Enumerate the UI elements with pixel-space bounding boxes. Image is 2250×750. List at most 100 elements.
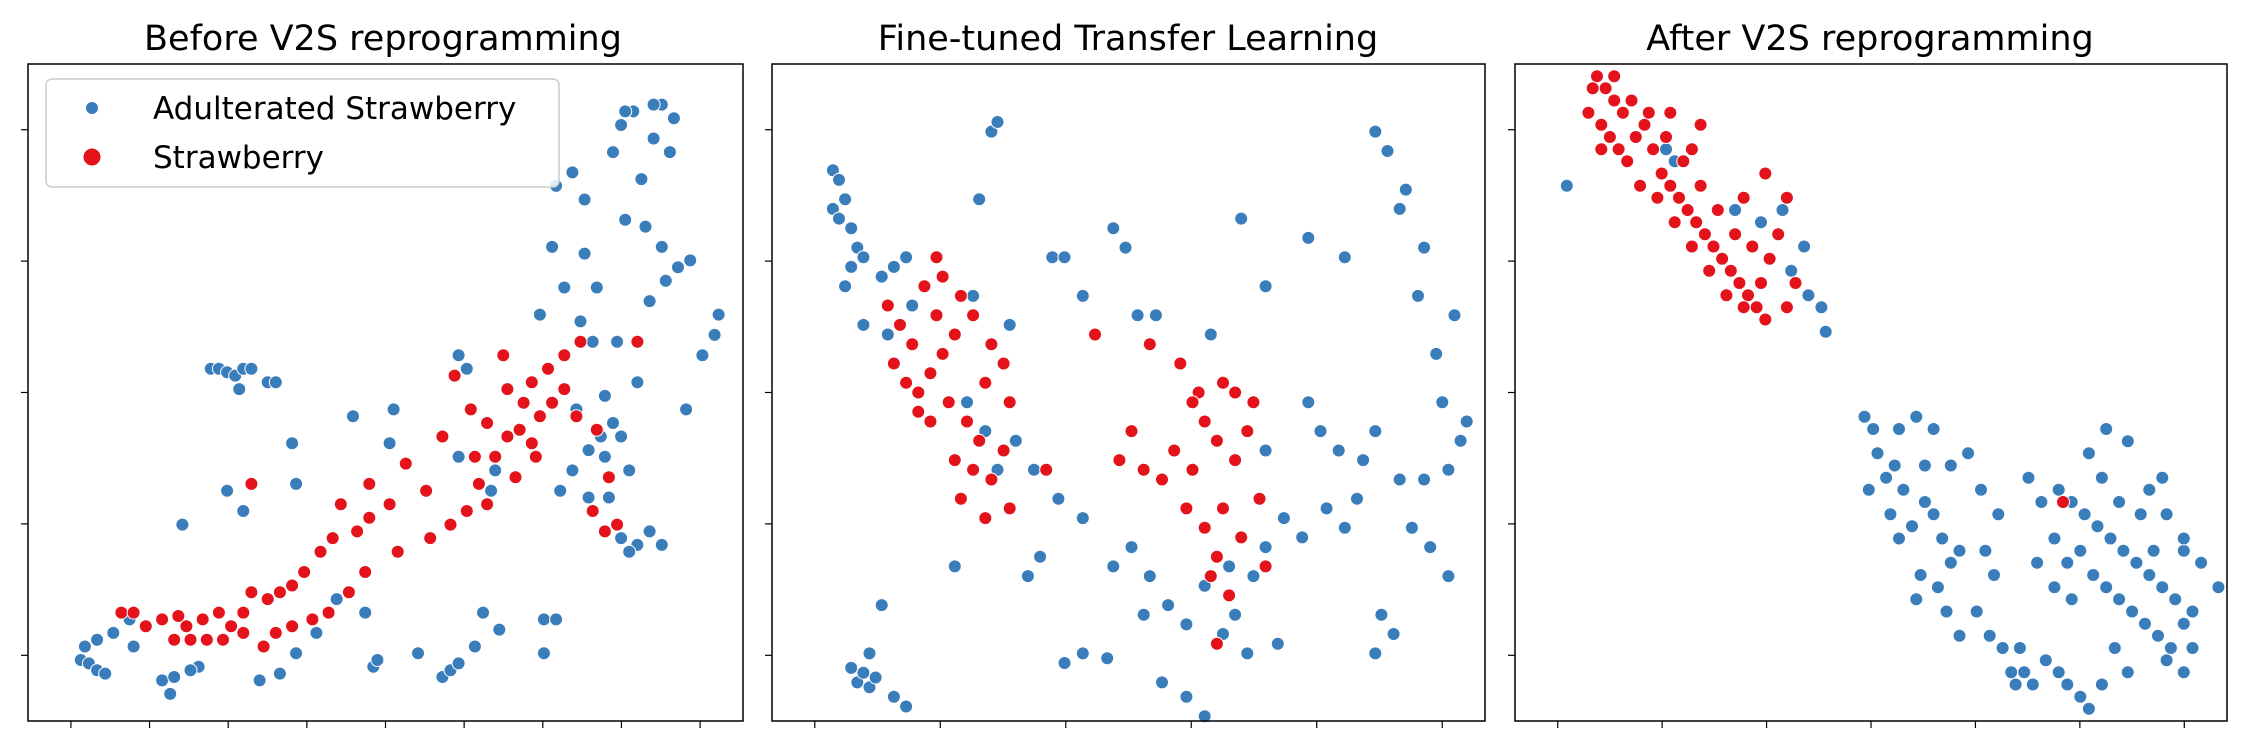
point-strawberry-21 (236, 625, 251, 640)
point-adulterated-strawberry-67 (960, 395, 974, 410)
point-adulterated-strawberry-23 (1118, 240, 1133, 255)
point-adulterated-strawberry-90 (601, 490, 616, 505)
point-strawberry-60 (557, 382, 572, 397)
point-adulterated-strawberry-42 (232, 382, 247, 397)
point-adulterated-strawberry-99 (2094, 470, 2109, 485)
point-adulterated-strawberry-82 (1100, 651, 1115, 666)
point-adulterated-strawberry-4 (1801, 288, 1816, 303)
point-adulterated-strawberry-54 (1246, 569, 1261, 584)
point-strawberry-50 (1203, 569, 1218, 584)
point-adulterated-strawberry-42 (1417, 472, 1432, 487)
point-strawberry-31 (1112, 453, 1127, 468)
point-strawberry-20 (996, 443, 1011, 458)
point-adulterated-strawberry-80 (1057, 656, 1072, 670)
point-strawberry-58 (1228, 385, 1243, 400)
point-strawberry-49 (1258, 559, 1273, 574)
point-adulterated-strawberry-67 (638, 219, 653, 234)
point-strawberry-43 (1216, 501, 1230, 516)
point-strawberry-27 (341, 585, 356, 600)
point-strawberry-31 (167, 632, 182, 647)
point-strawberry-24 (996, 356, 1011, 371)
point-strawberry-14 (297, 565, 312, 579)
point-strawberry-17 (1706, 239, 1721, 254)
point-adulterated-strawberry-96 (2146, 543, 2161, 558)
point-strawberry-10 (917, 279, 932, 294)
point-adulterated-strawberry-45 (285, 436, 300, 451)
point-adulterated-strawberry-57 (565, 165, 580, 180)
point-strawberry-42 (1197, 520, 1212, 535)
point-adulterated-strawberry-97 (1228, 607, 1243, 622)
point-strawberry-52 (1222, 588, 1237, 603)
point-adulterated-strawberry-81 (1961, 446, 1976, 461)
point-adulterated-strawberry-14 (1879, 470, 1894, 485)
point-strawberry-48 (1736, 190, 1751, 205)
point-adulterated-strawberry-33 (1995, 641, 2010, 655)
point-adulterated-strawberry-55 (1222, 559, 1237, 574)
point-adulterated-strawberry-69 (2120, 434, 2135, 449)
point-adulterated-strawberry-78 (610, 334, 625, 349)
point-adulterated-strawberry-18 (972, 192, 987, 207)
point-strawberry-30 (1641, 105, 1656, 120)
point-adulterated-strawberry-90 (2064, 592, 2079, 607)
point-adulterated-strawberry-61 (2116, 543, 2131, 558)
point-adulterated-strawberry-21 (1075, 288, 1090, 303)
point-adulterated-strawberry-29 (1337, 250, 1352, 265)
panel-3: After V2S reprogramming (1508, 19, 2228, 728)
point-strawberry-1 (1598, 81, 1613, 96)
point-adulterated-strawberry-24 (1130, 308, 1145, 323)
point-adulterated-strawberry-68 (654, 239, 669, 254)
point-strawberry-39 (488, 449, 503, 464)
point-strawberry-38 (467, 449, 482, 464)
point-adulterated-strawberry-37 (2025, 677, 2040, 692)
point-strawberry-54 (447, 368, 462, 383)
point-strawberry-3 (1615, 105, 1630, 120)
panel-title-1: Before V2S reprogramming (144, 19, 622, 59)
point-strawberry-53 (463, 402, 478, 417)
point-adulterated-strawberry-53 (1258, 540, 1273, 555)
point-strawberry-22 (1749, 300, 1764, 315)
point-strawberry-41 (512, 422, 527, 437)
panel-2-marks (825, 115, 1474, 724)
point-adulterated-strawberry-88 (1270, 636, 1285, 651)
point-adulterated-strawberry-68 (1033, 549, 1048, 564)
point-adulterated-strawberry-54 (532, 307, 547, 322)
point-adulterated-strawberry-34 (1417, 240, 1432, 255)
point-strawberry-13 (966, 308, 981, 323)
point-adulterated-strawberry-93 (642, 524, 657, 539)
point-strawberry-9 (236, 605, 251, 620)
point-adulterated-strawberry-35 (289, 476, 304, 491)
point-adulterated-strawberry-50 (459, 361, 474, 376)
point-strawberry-1 (893, 317, 907, 332)
point-adulterated-strawberry-52 (488, 463, 503, 478)
point-adulterated-strawberry-30 (1952, 628, 1967, 643)
point-adulterated-strawberry-20 (1905, 519, 1919, 534)
point-strawberry-33 (1136, 462, 1151, 477)
point-adulterated-strawberry-92 (1404, 520, 1419, 535)
point-strawberry-26 (1710, 203, 1725, 217)
point-strawberry-70 (362, 476, 377, 491)
point-strawberry-33 (423, 531, 438, 546)
point-strawberry-69 (244, 476, 259, 491)
point-strawberry-38 (1209, 433, 1224, 448)
point-adulterated-strawberry-72 (658, 273, 673, 288)
point-adulterated-strawberry-101 (618, 104, 633, 119)
point-adulterated-strawberry-85 (1892, 422, 1906, 436)
point-adulterated-strawberry-14 (899, 250, 914, 265)
point-strawberry-40 (1702, 263, 1717, 278)
point-strawberry-46 (1216, 375, 1230, 390)
point-adulterated-strawberry-17 (1896, 482, 1911, 497)
point-adulterated-strawberry-59 (606, 145, 620, 160)
point-adulterated-strawberry-15 (272, 666, 287, 681)
point-strawberry-26 (321, 605, 336, 620)
point-strawberry-13 (285, 578, 300, 593)
point-adulterated-strawberry-6 (1818, 324, 1833, 339)
point-strawberry-2 (138, 619, 153, 634)
point-adulterated-strawberry-50 (1319, 501, 1334, 516)
point-strawberry-4 (899, 375, 914, 390)
point-strawberry-37 (1650, 190, 1665, 205)
point-adulterated-strawberry-69 (671, 260, 685, 275)
point-adulterated-strawberry-9 (1728, 203, 1743, 217)
point-adulterated-strawberry-82 (1943, 458, 1958, 473)
point-adulterated-strawberry-103 (666, 111, 681, 126)
